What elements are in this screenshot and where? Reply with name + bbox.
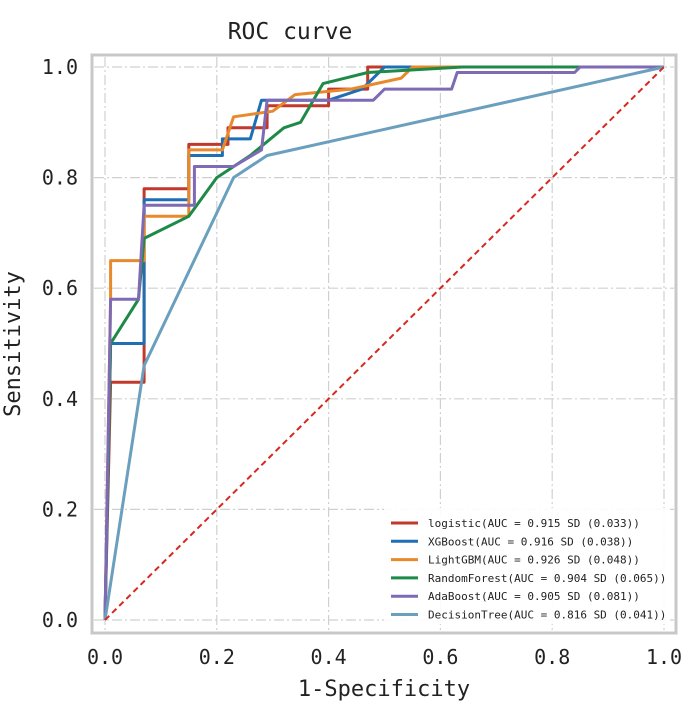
roc-curve-decisiontree — [103, 65, 665, 621]
roc-curves — [103, 65, 665, 621]
y-axis-title: Sensitivity — [1, 271, 26, 417]
x-tick-label: 0.8 — [534, 645, 570, 669]
legend-label-logistic: logistic(AUC = 0.915 SD (0.033)) — [428, 517, 640, 530]
y-tick-label: 0.4 — [42, 387, 78, 411]
roc-curve-adaboost — [103, 65, 664, 621]
legend-label-decisiontree: DecisionTree(AUC = 0.816 SD (0.041)) — [428, 609, 666, 622]
x-tick-label: 1.0 — [646, 645, 682, 669]
legend-box — [384, 508, 670, 624]
legend-label-adaboost: AdaBoost(AUC = 0.905 SD (0.081)) — [428, 590, 640, 603]
y-tick-label: 0.2 — [42, 497, 78, 521]
legend-label-randomforest: RandomForest(AUC = 0.904 SD (0.065)) — [428, 572, 666, 585]
y-tick-label: 0.8 — [42, 166, 78, 190]
x-axis-ticks: 0.0 0.2 0.4 0.6 0.8 1.0 — [87, 645, 682, 669]
y-tick-label: 0.6 — [42, 276, 78, 300]
y-tick-label: 0.0 — [42, 608, 78, 632]
y-tick-label: 1.0 — [42, 55, 78, 79]
roc-curve-lightgbm — [103, 65, 664, 621]
chart-title: ROC curve — [228, 19, 353, 45]
x-tick-label: 0.4 — [311, 645, 347, 669]
y-axis-ticks: 0.0 0.2 0.4 0.6 0.8 1.0 — [42, 55, 78, 632]
plot-frame — [90, 53, 678, 635]
legend: logistic(AUC = 0.915 SD (0.033)) XGBoost(… — [384, 508, 670, 624]
legend-label-lightgbm: LightGBM(AUC = 0.926 SD (0.048)) — [428, 554, 640, 567]
chance-diagonal-line — [104, 66, 665, 621]
x-tick-label: 0.0 — [87, 645, 123, 669]
x-axis-title: 1-Specificity — [298, 677, 470, 702]
legend-label-xgboost: XGBoost(AUC = 0.916 SD (0.038)) — [428, 535, 633, 548]
x-tick-label: 0.2 — [199, 645, 235, 669]
x-tick-label: 0.6 — [422, 645, 458, 669]
